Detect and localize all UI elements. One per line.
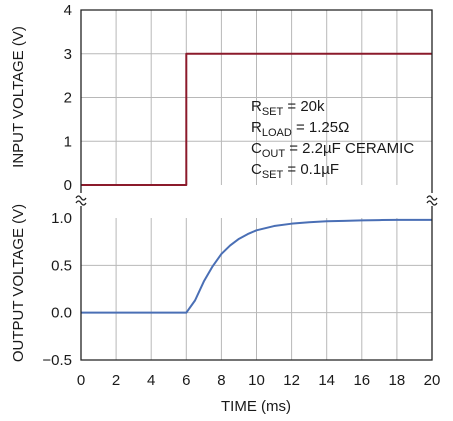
- annotation-line: COUT = 2.2µF CERAMIC: [251, 140, 414, 160]
- output-y-tick-label: −0.5: [42, 352, 72, 369]
- input-y-axis-title: INPUT VOLTAGE (V): [10, 26, 27, 168]
- input-y-tick-label: 3: [64, 46, 72, 63]
- output-y-axis-title: OUTPUT VOLTAGE (V): [10, 204, 27, 362]
- annotation-line: RLOAD = 1.25Ω: [251, 119, 349, 139]
- input-y-tick-label: 1: [64, 133, 72, 150]
- input-panel-frame: [80, 9, 433, 193]
- x-tick-label: 8: [217, 372, 225, 389]
- x-tick-label: 16: [353, 372, 370, 389]
- x-tick-label: 2: [112, 372, 120, 389]
- axis-break-mark: [75, 195, 87, 201]
- output-y-tick-label: 1.0: [51, 210, 72, 227]
- x-tick-label: 6: [182, 372, 190, 389]
- axis-break-mark: [75, 200, 87, 206]
- x-tick-label: 18: [389, 372, 406, 389]
- x-tick-label: 0: [77, 372, 85, 389]
- x-tick-label: 14: [318, 372, 335, 389]
- x-tick-label: 12: [283, 372, 300, 389]
- output-panel-frame: [80, 206, 433, 361]
- axis-break-mark: [426, 195, 438, 201]
- x-tick-label: 20: [424, 372, 441, 389]
- plot-frames: [75, 9, 438, 361]
- grid-lines: [81, 10, 432, 360]
- input-y-tick-label: 2: [64, 90, 72, 107]
- input-voltage-series: [81, 52, 432, 186]
- x-axis-title: TIME (ms): [221, 398, 291, 415]
- axis-break-mark: [426, 200, 438, 206]
- series-lines: [81, 52, 432, 314]
- output-y-tick-label: 0.0: [51, 305, 72, 322]
- output-voltage-series: [81, 218, 432, 314]
- x-tick-label: 10: [248, 372, 265, 389]
- x-tick-label: 4: [147, 372, 155, 389]
- input-y-tick-label: 4: [64, 2, 72, 19]
- annotation-line: CSET = 0.1µF: [251, 161, 339, 181]
- annotation-line: RSET = 20k: [251, 98, 325, 118]
- output-y-tick-label: 0.5: [51, 257, 72, 274]
- input-y-tick-label: 0: [64, 177, 72, 194]
